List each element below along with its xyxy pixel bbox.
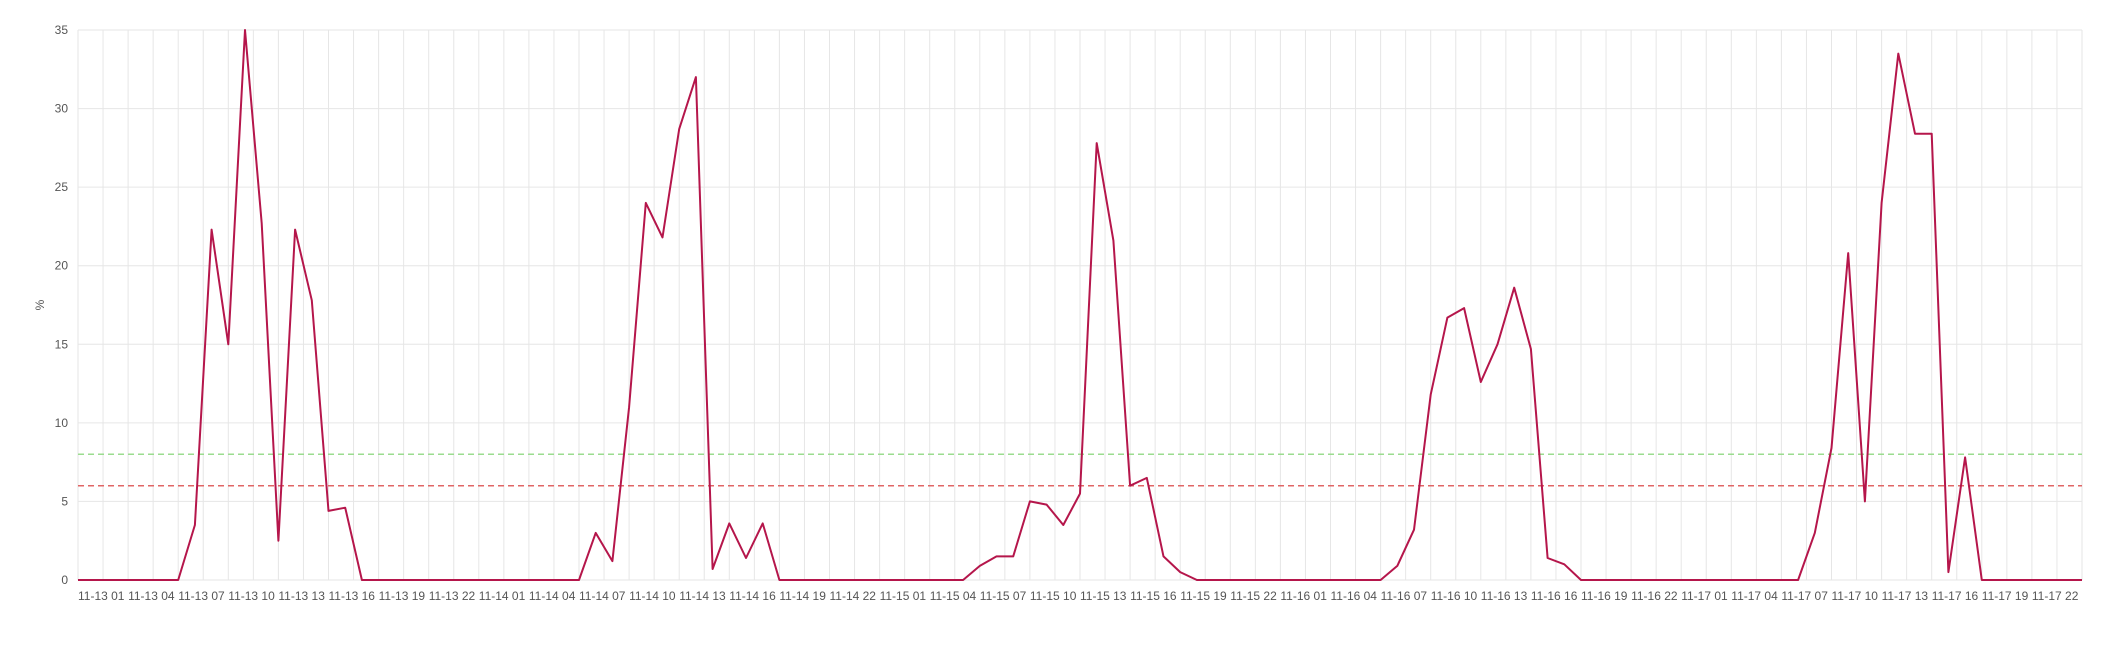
x-tick-label: 11-14 10 [629, 589, 676, 603]
x-tick-label: 11-13 07 [178, 589, 225, 603]
x-tick-label: 11-17 10 [1832, 589, 1879, 603]
y-tick-label: 25 [55, 180, 69, 194]
y-axis: 0 5 10 15 20 25 30 35 [55, 23, 69, 587]
x-tick-label: 11-17 22 [2032, 589, 2079, 603]
x-tick-label: 11-14 16 [729, 589, 776, 603]
x-tick-label: 11-14 01 [479, 589, 526, 603]
x-tick-label: 11-17 01 [1681, 589, 1728, 603]
y-tick-label: 30 [55, 102, 69, 116]
series-layer [78, 29, 2082, 581]
x-tick-label: 11-14 22 [830, 589, 877, 603]
x-tick-label: 11-17 04 [1731, 589, 1778, 603]
x-tick-label: 11-13 22 [429, 589, 476, 603]
y-axis-label: % [33, 299, 47, 310]
x-tick-label: 11-16 19 [1581, 589, 1628, 603]
x-tick-label: 11-13 04 [128, 589, 175, 603]
x-tick-label: 11-16 04 [1331, 589, 1378, 603]
x-tick-label: 11-14 04 [529, 589, 576, 603]
x-tick-label: 11-15 13 [1080, 589, 1127, 603]
x-tick-label: 11-15 19 [1180, 589, 1227, 603]
x-tick-label: 11-13 01 [78, 589, 125, 603]
x-tick-label: 11-17 07 [1781, 589, 1828, 603]
x-tick-label: 11-13 13 [278, 589, 325, 603]
x-tick-label: 11-15 22 [1230, 589, 1277, 603]
x-tick-label: 11-16 10 [1431, 589, 1478, 603]
y-tick-label: 20 [55, 259, 69, 273]
x-tick-label: 11-14 19 [779, 589, 826, 603]
x-tick-label: 11-15 10 [1030, 589, 1077, 603]
grid [77, 29, 2083, 581]
series-line [78, 29, 2082, 581]
x-tick-label: 11-14 07 [579, 589, 626, 603]
y-tick-label: 10 [55, 416, 69, 430]
x-axis: 11-13 01 11-13 04 11-13 07 11-13 10 11-13 13… [78, 589, 2079, 603]
x-tick-label: 11-16 01 [1280, 589, 1327, 603]
y-tick-label: 35 [55, 23, 69, 37]
x-tick-label: 11-15 01 [880, 589, 927, 603]
x-tick-label: 11-17 16 [1932, 589, 1979, 603]
y-tick-label: 0 [61, 573, 68, 587]
x-tick-label: 11-16 22 [1631, 589, 1678, 603]
x-tick-label: 11-15 07 [980, 589, 1027, 603]
x-tick-label: 11-15 16 [1130, 589, 1177, 603]
x-tick-label: 11-13 19 [379, 589, 426, 603]
x-tick-label: 11-13 10 [228, 589, 275, 603]
x-tick-label: 11-17 13 [1882, 589, 1929, 603]
x-tick-label: 11-16 07 [1381, 589, 1428, 603]
x-tick-label: 11-16 16 [1531, 589, 1578, 603]
x-tick-label: 11-13 16 [329, 589, 376, 603]
x-tick-label: 11-15 04 [930, 589, 977, 603]
y-tick-label: 5 [61, 494, 68, 508]
x-tick-label: 11-14 13 [679, 589, 726, 603]
x-tick-label: 11-17 19 [1982, 589, 2029, 603]
x-tick-label: 11-16 13 [1481, 589, 1528, 603]
y-tick-label: 15 [55, 337, 69, 351]
